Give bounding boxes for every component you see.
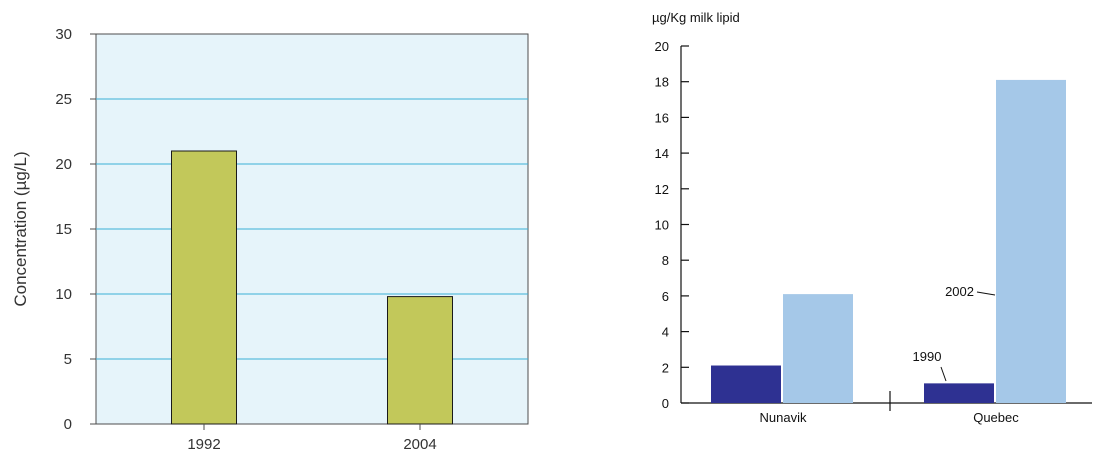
chart-right: µg/Kg milk lipid 0 2 4 6 8 10 12 14 16 18 20 Nunav…: [652, 10, 1092, 425]
right-x-tick-label: Quebec: [973, 410, 1019, 425]
right-bar-nunavik-1990: [711, 365, 781, 403]
left-x-tick-label: 1992: [187, 436, 220, 453]
left-y-tick-label: 20: [55, 156, 72, 173]
right-x-ticks: Nunavik Quebec: [760, 410, 1020, 425]
right-y-tick-label: 12: [655, 182, 669, 197]
left-bar-1992: [171, 150, 237, 425]
right-bar-quebec-1990: [924, 383, 994, 403]
right-y-tick-label: 0: [662, 396, 669, 411]
right-y-tick-label: 14: [655, 146, 669, 161]
right-y-tick-label: 16: [655, 110, 669, 125]
right-y-ticks: 0 2 4 6 8 10 12 14 16 18 20: [655, 39, 689, 411]
left-y-tick-label: 15: [55, 221, 72, 238]
left-gridlines: [96, 98, 528, 360]
left-x-ticks: 1992 2004: [187, 424, 437, 453]
annotation-2002-leader: [976, 291, 996, 296]
left-y-axis-title: Concentration (µg/L): [11, 151, 30, 306]
left-y-tick-label: 0: [64, 416, 72, 433]
chart-left: 0 5 10 15 20 25 30 1992 2004 Concentration (µg/…: [11, 26, 529, 453]
annotation-1990-label: 1990: [913, 349, 942, 364]
right-bar-quebec-2002: [996, 79, 1066, 403]
annotation-1990-leader: [940, 366, 947, 382]
left-bar-2004: [387, 296, 453, 425]
left-y-tick-label: 30: [55, 26, 72, 43]
right-y-tick-label: 20: [655, 39, 669, 54]
right-bars: [711, 79, 1066, 403]
right-bar-nunavik-2002: [783, 294, 853, 403]
right-y-tick-label: 4: [662, 325, 669, 340]
right-y-tick-label: 2: [662, 360, 669, 375]
left-y-tick-label: 25: [55, 91, 72, 108]
right-y-tick-label: 10: [655, 218, 669, 233]
left-y-tick-label: 10: [55, 286, 72, 303]
left-bars: [171, 150, 453, 425]
right-y-tick-label: 8: [662, 253, 669, 268]
left-y-ticks: 0 5 10 15 20 25 30: [55, 26, 96, 433]
right-y-tick-label: 6: [662, 289, 669, 304]
left-x-tick-label: 2004: [403, 436, 436, 453]
annotation-2002-label: 2002: [945, 284, 974, 299]
right-y-tick-label: 18: [655, 75, 669, 90]
right-unit-label: µg/Kg milk lipid: [652, 10, 740, 25]
right-x-tick-label: Nunavik: [760, 410, 807, 425]
left-y-tick-label: 5: [64, 351, 72, 368]
